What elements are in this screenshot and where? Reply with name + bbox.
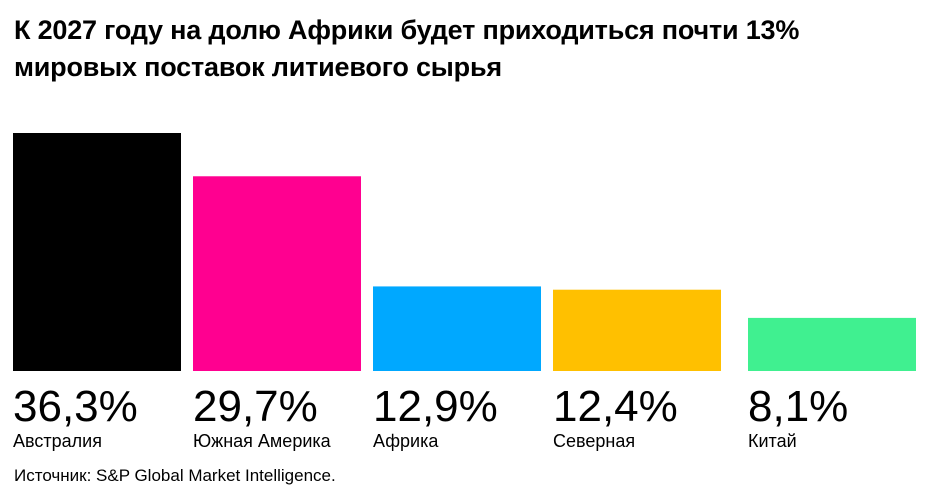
chart-title-line-1: К 2027 году на долю Африки будет приходи… bbox=[14, 15, 800, 45]
value-label-3: 12,9% bbox=[373, 382, 498, 431]
category-label-4: Северная bbox=[553, 431, 635, 451]
category-label-1: Австралия bbox=[13, 431, 102, 451]
category-label-5: Китай bbox=[748, 431, 797, 451]
category-label-2: Южная Америка bbox=[193, 431, 332, 451]
bar-4 bbox=[553, 289, 721, 371]
value-label-2: 29,7% bbox=[193, 382, 318, 431]
value-label-5: 8,1% bbox=[748, 382, 848, 431]
source-note: Источник: S&P Global Market Intelligence… bbox=[14, 466, 336, 485]
bar-3 bbox=[373, 286, 541, 371]
category-label-3: Африка bbox=[373, 431, 439, 451]
bar-1 bbox=[13, 133, 181, 371]
chart-title-line-2: мировых поставок литиевого сырья bbox=[14, 52, 502, 82]
value-label-1: 36,3% bbox=[13, 382, 138, 431]
value-label-4: 12,4% bbox=[553, 382, 678, 431]
bar-2 bbox=[193, 176, 361, 371]
chart-title: К 2027 году на долю Африки будет приходи… bbox=[14, 12, 914, 86]
bar-5 bbox=[748, 317, 916, 371]
